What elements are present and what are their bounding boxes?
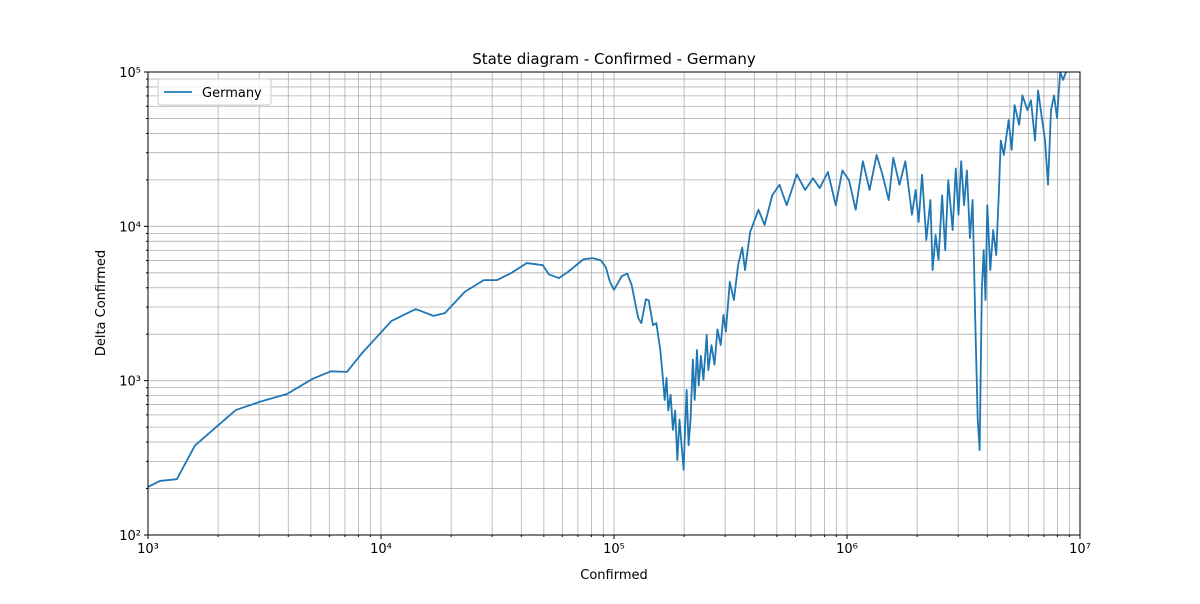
y-tick-label: 10⁴ bbox=[119, 220, 141, 235]
x-tick-label: 10⁷ bbox=[1069, 542, 1091, 557]
legend: Germany bbox=[157, 78, 272, 106]
y-axis-label: Delta Confirmed bbox=[94, 250, 109, 356]
plot-area bbox=[148, 72, 1067, 488]
legend-label: Germany bbox=[202, 86, 262, 101]
y-tick-label: 10³ bbox=[119, 375, 141, 390]
x-tick-label: 10⁶ bbox=[836, 542, 858, 557]
axes-frame bbox=[147, 71, 1081, 536]
y-tick-label: 10² bbox=[119, 529, 141, 544]
chart-title: State diagram - Confirmed - Germany bbox=[472, 50, 756, 68]
grid bbox=[147, 71, 1081, 536]
y-tick-label: 10⁵ bbox=[119, 66, 141, 81]
x-tick-label: 10⁵ bbox=[603, 542, 625, 557]
x-tick-label: 10³ bbox=[137, 542, 159, 557]
legend-box bbox=[157, 78, 272, 106]
x-tick-label: 10⁴ bbox=[370, 542, 392, 557]
x-axis-label: Confirmed bbox=[580, 568, 648, 583]
series-line bbox=[148, 72, 1067, 488]
